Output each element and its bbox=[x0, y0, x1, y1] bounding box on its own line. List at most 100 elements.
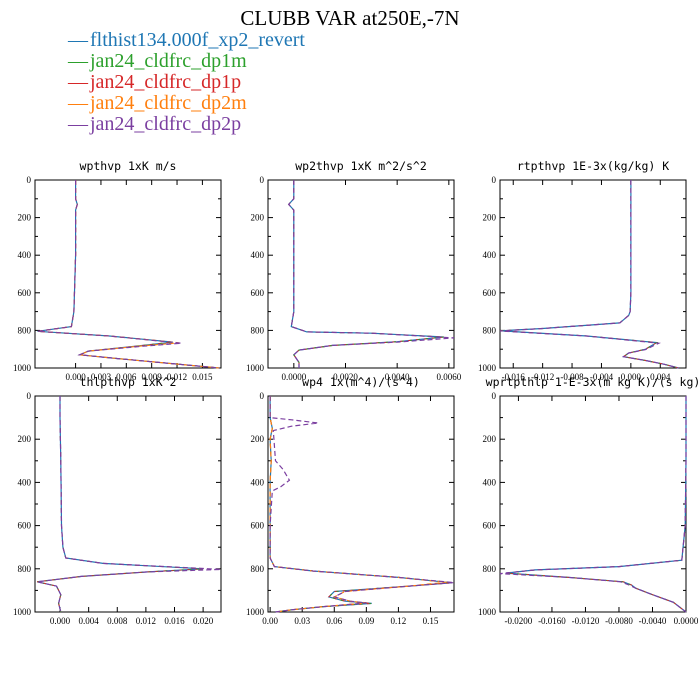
y-tick-label: 400 bbox=[251, 477, 265, 487]
legend-line-swatch: — bbox=[68, 29, 88, 51]
x-tick-label: 0.15 bbox=[423, 616, 439, 626]
x-tick-label: 0.016 bbox=[164, 616, 185, 626]
x-tick-label: 0.004 bbox=[79, 616, 100, 626]
x-tick-label: 0.0000 bbox=[674, 616, 699, 626]
x-tick-label: 0.000 bbox=[621, 372, 642, 382]
legend-line-swatch: — bbox=[68, 113, 88, 135]
legend-label: jan24_cldfrc_dp1p bbox=[90, 71, 242, 93]
y-tick-label: 1000 bbox=[13, 363, 32, 373]
y-tick-label: 400 bbox=[251, 250, 265, 260]
x-tick-label: 0.0020 bbox=[333, 372, 358, 382]
x-tick-label: 0.012 bbox=[167, 372, 187, 382]
y-tick-label: 800 bbox=[483, 564, 497, 574]
y-tick-label: 0 bbox=[27, 391, 32, 401]
legend-item: — jan24_cldfrc_dp2p bbox=[68, 114, 305, 135]
y-tick-label: 1000 bbox=[478, 363, 497, 373]
x-tick-label: 0.000 bbox=[65, 372, 86, 382]
x-tick-label: -0.0040 bbox=[639, 616, 667, 626]
y-tick-label: 200 bbox=[18, 434, 32, 444]
panel-title: wp2thvp 1xK m^2/s^2 bbox=[295, 159, 427, 173]
legend-item: — jan24_cldfrc_dp2m bbox=[68, 93, 305, 114]
x-tick-label: -0.012 bbox=[531, 372, 554, 382]
legend-line-swatch: — bbox=[68, 92, 88, 114]
y-tick-label: 600 bbox=[251, 288, 265, 298]
x-tick-label: 0.0060 bbox=[436, 372, 461, 382]
plot-frame bbox=[34, 395, 222, 613]
legend-item: — flthist134.000f_xp2_revert bbox=[68, 30, 305, 51]
series-line bbox=[36, 396, 204, 613]
y-tick-label: 0 bbox=[260, 391, 265, 401]
y-tick-label: 0 bbox=[260, 175, 265, 185]
series-line bbox=[37, 180, 220, 369]
chart-panel: thlpthvp 1xK^2 0 200 400 600 800 1000 0.000 0.00… bbox=[13, 375, 222, 626]
legend-line-swatch: — bbox=[68, 71, 88, 93]
x-tick-label: -0.0080 bbox=[605, 616, 633, 626]
legend-item: — jan24_cldfrc_dp1m bbox=[68, 51, 305, 72]
series-line bbox=[36, 396, 204, 613]
x-tick-label: 0.12 bbox=[391, 616, 407, 626]
x-tick-label: 0.015 bbox=[192, 372, 213, 382]
series-line bbox=[269, 396, 452, 613]
chart-panel: wprtpthlp 1-E-3x(m kg K)/(s kg) 0 200 400 60… bbox=[478, 375, 700, 626]
y-tick-label: 200 bbox=[483, 213, 497, 223]
x-tick-label: 0.00 bbox=[262, 616, 278, 626]
panel-title: wpthvp 1xK m/s bbox=[80, 159, 177, 173]
series-line bbox=[36, 396, 222, 613]
x-tick-label: 0.0040 bbox=[385, 372, 410, 382]
y-tick-label: 0 bbox=[27, 175, 32, 185]
x-tick-label: -0.0160 bbox=[538, 616, 566, 626]
y-tick-label: 1000 bbox=[246, 363, 265, 373]
plot-frame bbox=[34, 179, 222, 369]
chart-panel: rtpthvp 1E-3x(kg/kg) K02004006008001000-… bbox=[478, 159, 687, 382]
legend-item: — jan24_cldfrc_dp1p bbox=[68, 72, 305, 93]
x-tick-label: 0.09 bbox=[358, 616, 374, 626]
series-line bbox=[287, 180, 455, 368]
series-line bbox=[269, 396, 455, 613]
chart-panel: wp2thvp 1xK m^2/s^2 0 200 400 600 800 1000 0.00… bbox=[246, 159, 462, 382]
figure-title: CLUBB VAR at250E,-7N bbox=[240, 6, 460, 30]
x-tick-label: -0.004 bbox=[590, 372, 614, 382]
x-tick-label: 0.004 bbox=[650, 372, 671, 382]
series-line bbox=[37, 180, 220, 369]
series-line bbox=[499, 180, 679, 369]
series-line bbox=[499, 180, 679, 369]
y-tick-label: 1000 bbox=[478, 607, 497, 617]
y-tick-label: 600 bbox=[18, 521, 32, 531]
panel-title: wp4 1x(m^4)/(s^4) bbox=[302, 375, 420, 389]
y-tick-label: 0 bbox=[492, 391, 497, 401]
x-tick-label: -0.008 bbox=[560, 372, 584, 382]
series-line bbox=[499, 396, 687, 613]
panel-title: wprtpthlp 1-E-3x(m kg K)/(s kg) bbox=[486, 375, 700, 389]
x-tick-label: 0.000 bbox=[50, 616, 71, 626]
x-tick-label: 0.008 bbox=[107, 616, 128, 626]
series-line bbox=[37, 180, 220, 369]
x-tick-label: 0.009 bbox=[142, 372, 163, 382]
x-tick-label: 0.012 bbox=[136, 616, 156, 626]
series-line bbox=[288, 180, 444, 368]
chart-panel: wpthvp 1xK m/s 0 200 400 600 800 1000 0.000 0.00… bbox=[13, 159, 222, 382]
x-tick-label: -0.0120 bbox=[572, 616, 600, 626]
x-tick-label: 0.0000 bbox=[281, 372, 306, 382]
x-tick-label: 0.03 bbox=[294, 616, 310, 626]
y-tick-label: 600 bbox=[251, 521, 265, 531]
y-tick-label: 400 bbox=[483, 477, 497, 487]
y-tick-label: 800 bbox=[251, 325, 265, 335]
legend-label: jan24_cldfrc_dp1m bbox=[90, 50, 247, 72]
series-line bbox=[499, 180, 679, 369]
x-tick-label: 0.06 bbox=[326, 616, 342, 626]
y-tick-label: 1000 bbox=[246, 607, 265, 617]
y-tick-label: 600 bbox=[18, 288, 32, 298]
legend-line-swatch: — bbox=[68, 50, 88, 72]
y-tick-label: 1000 bbox=[13, 607, 32, 617]
y-tick-label: 200 bbox=[251, 213, 265, 223]
series-line bbox=[36, 396, 204, 613]
panel-title: thlpthvp 1xK^2 bbox=[80, 375, 177, 389]
series-line bbox=[37, 180, 220, 369]
y-tick-label: 800 bbox=[251, 564, 265, 574]
y-tick-label: 800 bbox=[483, 325, 497, 335]
plot-frame bbox=[267, 179, 455, 369]
x-tick-label: 0.020 bbox=[193, 616, 214, 626]
plot-frame bbox=[499, 179, 687, 369]
